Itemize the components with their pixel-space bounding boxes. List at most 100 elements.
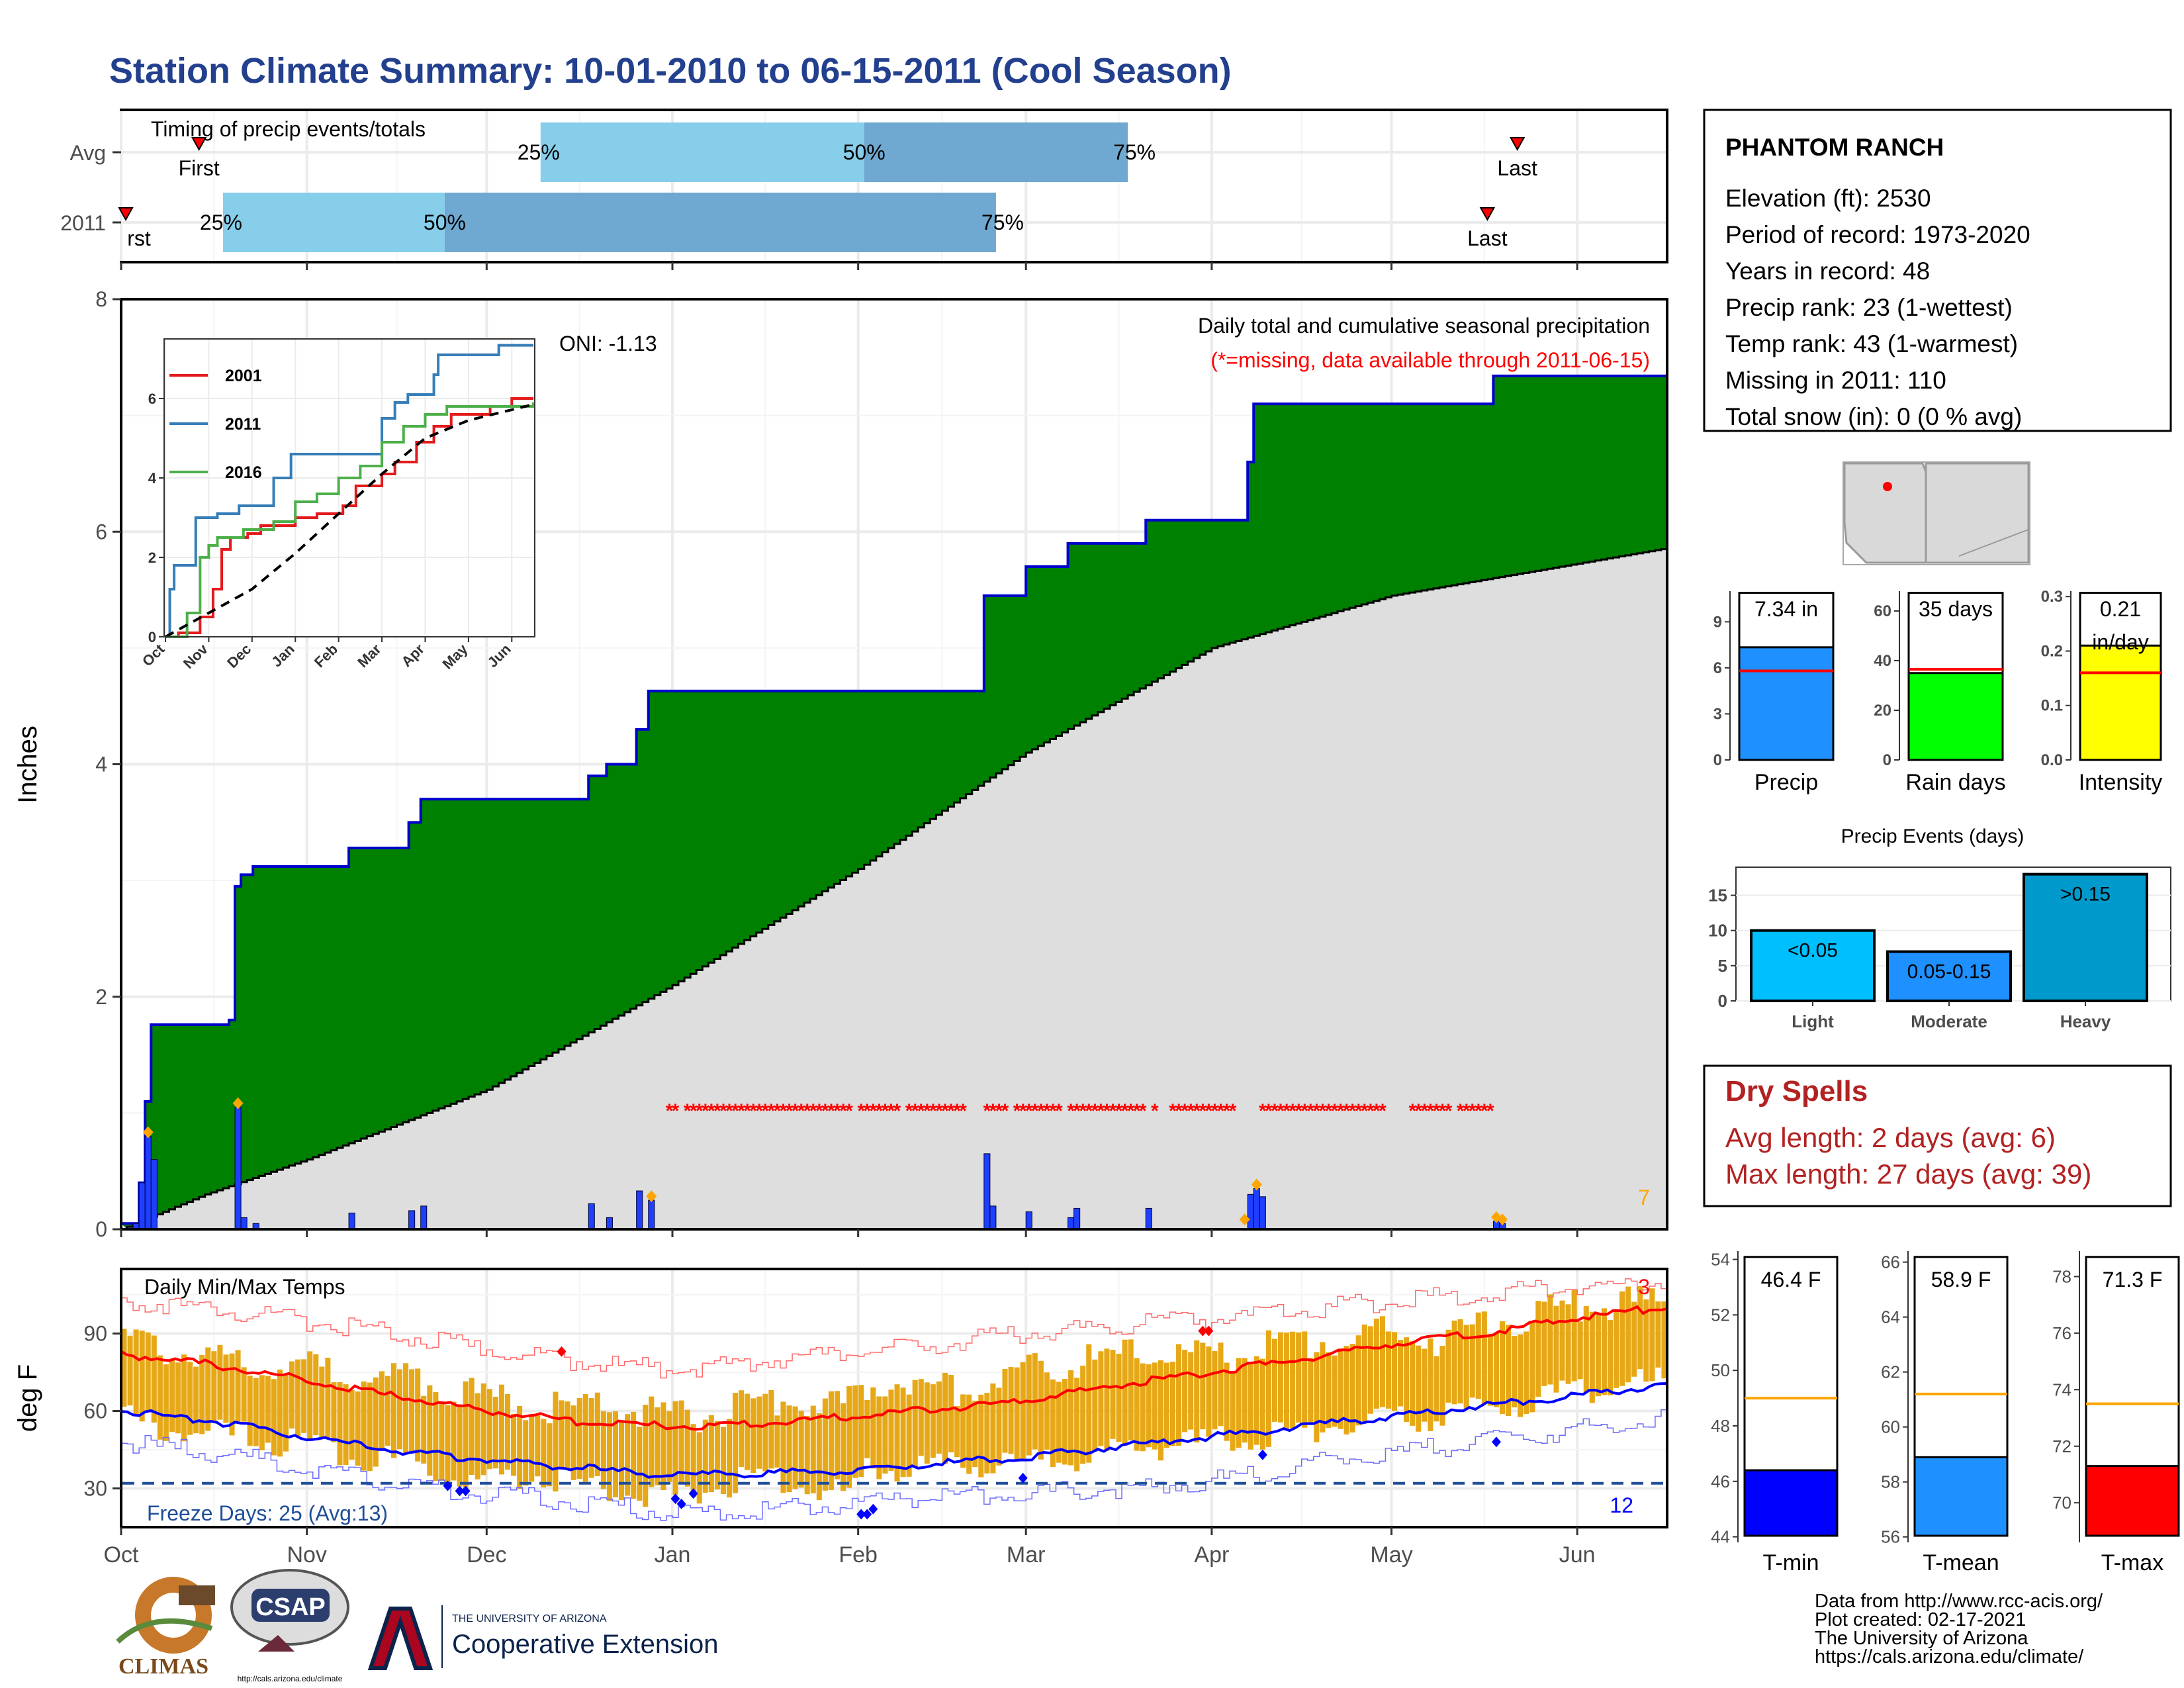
events-y-tick-label: 15 bbox=[1708, 886, 1727, 906]
daily-temp-bar bbox=[1152, 1362, 1158, 1450]
timing-band-50-75 bbox=[444, 193, 996, 252]
missing-day-marker: * bbox=[1175, 1100, 1183, 1122]
record-max-line bbox=[121, 1278, 1668, 1379]
missing-day-marker: * bbox=[941, 1100, 949, 1122]
temp-summary-category-label: T-min bbox=[1763, 1550, 1819, 1575]
daily-temp-bar bbox=[984, 1393, 990, 1474]
daily-temp-bar bbox=[390, 1363, 396, 1458]
station-snow: Total snow (in): 0 (0 % avg) bbox=[1725, 403, 2022, 430]
month-label: Jan bbox=[655, 1542, 691, 1568]
missing-day-marker: * bbox=[1139, 1100, 1147, 1122]
daily-temp-bar bbox=[1367, 1326, 1373, 1414]
daily-temp-bar bbox=[1038, 1360, 1044, 1460]
daily-temp-bar bbox=[463, 1381, 469, 1491]
temps-ylabel: deg F bbox=[13, 1364, 42, 1432]
station-temp-rank: Temp rank: 43 (1-warmest) bbox=[1725, 330, 2018, 357]
daily-temp-bar bbox=[565, 1401, 570, 1470]
csap-mountain-icon bbox=[258, 1635, 295, 1652]
temps-count-top: 3 bbox=[1638, 1275, 1650, 1299]
missing-day-marker: * bbox=[1420, 1100, 1428, 1122]
temp-summary-category-label: T-mean bbox=[1923, 1550, 1999, 1575]
daily-temp-bar bbox=[1535, 1301, 1541, 1397]
month-label: Dec bbox=[467, 1542, 506, 1568]
daily-temp-bar bbox=[852, 1385, 858, 1478]
ua-a-icon bbox=[367, 1607, 433, 1670]
missing-day-marker: * bbox=[1480, 1100, 1488, 1122]
missing-day-marker: * bbox=[1031, 1100, 1039, 1122]
daily-temp-bar bbox=[606, 1412, 612, 1501]
climas-logo: CLIMAS bbox=[116, 1577, 215, 1679]
daily-temp-bar bbox=[1469, 1324, 1475, 1398]
missing-day-marker: * bbox=[1211, 1100, 1219, 1122]
timing-label-75: 75% bbox=[1113, 140, 1156, 164]
daily-temp-bar bbox=[841, 1403, 846, 1491]
daily-temp-bar bbox=[582, 1394, 588, 1482]
missing-day-marker: * bbox=[1439, 1100, 1447, 1122]
station-missing: Missing in 2011: 110 bbox=[1725, 367, 1946, 394]
daily-temp-bar bbox=[1230, 1373, 1236, 1451]
missing-day-marker: * bbox=[983, 1100, 991, 1122]
daily-temp-bar bbox=[1451, 1320, 1457, 1405]
daily-temp-bar bbox=[625, 1414, 631, 1496]
month-label: Feb bbox=[839, 1542, 878, 1568]
daily-temp-bar bbox=[1506, 1325, 1512, 1417]
missing-day-marker: * bbox=[1349, 1100, 1357, 1122]
daily-temp-bar bbox=[1661, 1301, 1667, 1379]
daily-temp-bar bbox=[451, 1401, 457, 1481]
temp-summary-bar bbox=[2085, 1465, 2180, 1537]
daily-temp-bar bbox=[1146, 1364, 1152, 1448]
daily-temp-bar bbox=[780, 1401, 786, 1493]
daily-temp-bar bbox=[1259, 1358, 1265, 1450]
state-borders bbox=[1925, 463, 2029, 563]
missing-day-marker: * bbox=[1151, 1100, 1159, 1122]
temp-summary-bars: 44 46 48 50 52 54 46.4 F T-min 56 58 60 62 64 66 58.9 … bbox=[1711, 1250, 2180, 1575]
daily-temp-bar bbox=[828, 1391, 834, 1490]
inset-legend-label: 2001 bbox=[225, 367, 262, 385]
daily-temp-bar bbox=[972, 1401, 978, 1468]
missing-day-marker: * bbox=[755, 1100, 763, 1122]
missing-day-marker: * bbox=[1271, 1100, 1279, 1122]
daily-temp-bar bbox=[145, 1332, 151, 1412]
missing-day-marker: * bbox=[803, 1100, 811, 1122]
events-category-label: Heavy bbox=[2060, 1011, 2111, 1031]
temp-summary-y-tick-label: 70 bbox=[2052, 1493, 2071, 1513]
temps-panel-frame bbox=[120, 1268, 1668, 1528]
daily-temp-bar bbox=[1625, 1286, 1631, 1383]
daily-temp-bar bbox=[1565, 1304, 1571, 1384]
daily-temp-bar bbox=[876, 1396, 882, 1479]
summary-bar-label: in/day bbox=[2092, 630, 2148, 654]
timing-last-marker bbox=[1479, 207, 1496, 222]
summary-category-label: Precip bbox=[1754, 770, 1818, 795]
timing-label-25: 25% bbox=[518, 140, 560, 164]
precip-panel: ** **************************** ******* ***… bbox=[13, 287, 1668, 1241]
daily-temp-bar bbox=[804, 1415, 810, 1495]
daily-temp-bar bbox=[1392, 1332, 1398, 1411]
missing-day-marker: * bbox=[1295, 1100, 1302, 1122]
daily-temp-bar bbox=[1416, 1345, 1422, 1432]
events-bar bbox=[1886, 950, 2012, 1003]
missing-day-marker: * bbox=[1469, 1100, 1477, 1122]
daily-temp-bar bbox=[768, 1389, 774, 1469]
daily-temp-bar bbox=[307, 1351, 313, 1440]
missing-day-marker: * bbox=[1229, 1100, 1237, 1122]
daily-temp-bar bbox=[559, 1400, 565, 1470]
station-precip-rank: Precip rank: 23 (1-wettest) bbox=[1725, 294, 2013, 321]
missing-day-marker: * bbox=[1463, 1100, 1471, 1122]
missing-day-marker: * bbox=[1217, 1100, 1225, 1122]
inset-y-tick-label: 4 bbox=[148, 470, 157, 487]
large-event-marker bbox=[1251, 1178, 1262, 1191]
temps-axes: 30 60 90 Oct Nov Dec Jan Feb Mar Apr May Jun bbox=[83, 1322, 1595, 1568]
daily-temp-bar bbox=[421, 1395, 427, 1464]
missing-day-marker: * bbox=[1265, 1100, 1273, 1122]
daily-temp-bar bbox=[445, 1405, 451, 1485]
daily-temp-bar bbox=[181, 1354, 187, 1442]
missing-day-marker: * bbox=[1103, 1100, 1111, 1122]
daily-temp-bar bbox=[1290, 1331, 1296, 1429]
daily-temp-bar bbox=[816, 1413, 822, 1501]
station-years: Years in record: 48 bbox=[1725, 258, 1930, 285]
daily-temp-bar bbox=[1577, 1321, 1583, 1380]
missing-day-marker: * bbox=[1067, 1100, 1075, 1122]
daily-temp-bar bbox=[942, 1372, 948, 1464]
record-low-marker bbox=[676, 1498, 686, 1509]
daily-temp-bar bbox=[253, 1378, 259, 1446]
